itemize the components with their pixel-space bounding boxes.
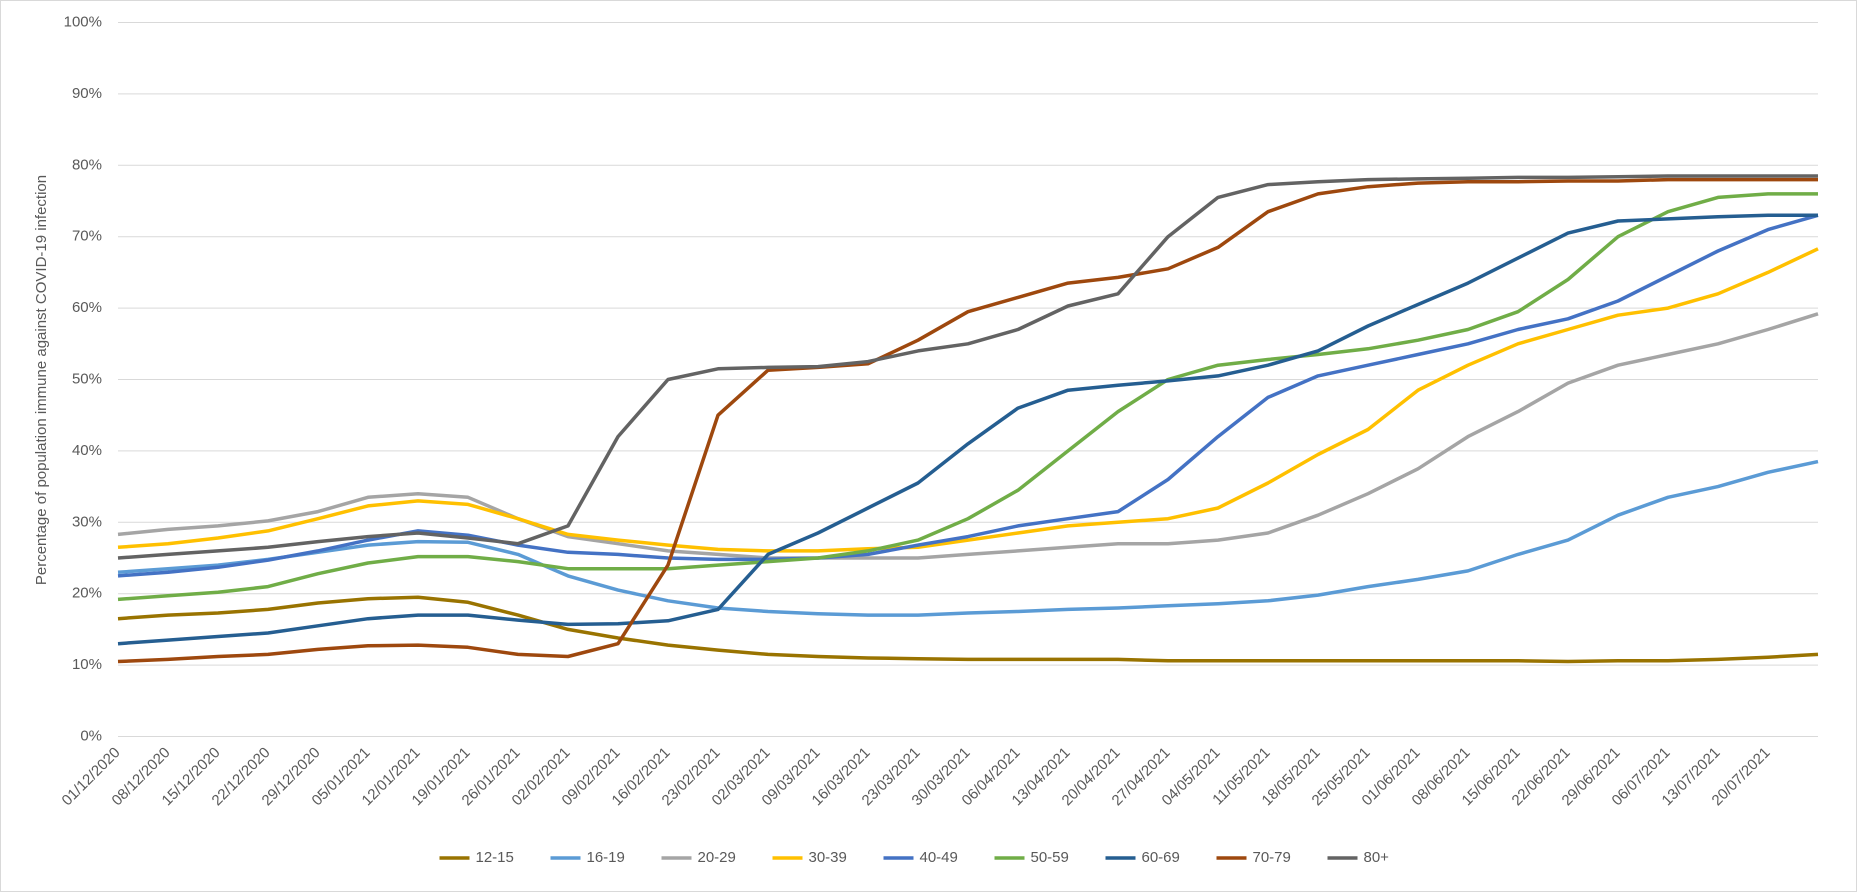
series-line <box>117 177 1818 664</box>
series-line <box>117 595 1819 664</box>
y-tick-label: 20% <box>72 585 102 602</box>
legend-label: 60-69 <box>1142 849 1180 866</box>
series-line <box>117 459 1819 617</box>
y-tick-label: 40% <box>72 442 102 459</box>
series-line <box>117 192 1818 602</box>
y-tick-label: 30% <box>72 513 102 530</box>
series-line <box>117 312 1819 560</box>
legend-label: 40-49 <box>920 849 958 866</box>
y-tick-label: 0% <box>80 727 102 744</box>
legend-label: 12-15 <box>476 849 514 866</box>
y-tick-label: 10% <box>72 656 102 673</box>
y-tick-label: 90% <box>72 85 102 102</box>
legend-label: 30-39 <box>809 849 847 866</box>
y-tick-label: 70% <box>72 228 102 245</box>
y-tick-label: 100% <box>64 13 102 30</box>
legend-label: 20-29 <box>698 849 736 866</box>
y-tick-label: 50% <box>72 370 102 387</box>
series-line <box>117 247 1819 553</box>
y-tick-label: 80% <box>72 156 102 173</box>
series-line <box>117 213 1818 646</box>
legend-label: 80+ <box>1364 849 1390 866</box>
legend-label: 70-79 <box>1253 849 1291 866</box>
y-tick-label: 60% <box>72 299 102 316</box>
legend-label: 50-59 <box>1031 849 1069 866</box>
legend-label: 16-19 <box>587 849 625 866</box>
series-line <box>117 174 1818 560</box>
y-axis-label: Percentage of population immune against … <box>33 175 50 585</box>
